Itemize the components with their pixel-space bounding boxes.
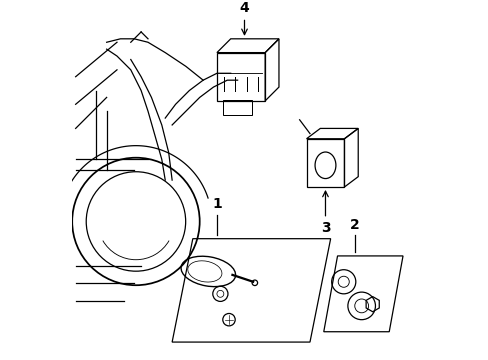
Text: 4: 4	[239, 1, 249, 35]
Text: 3: 3	[320, 191, 329, 235]
Text: 2: 2	[349, 218, 359, 232]
Text: 1: 1	[212, 197, 222, 211]
